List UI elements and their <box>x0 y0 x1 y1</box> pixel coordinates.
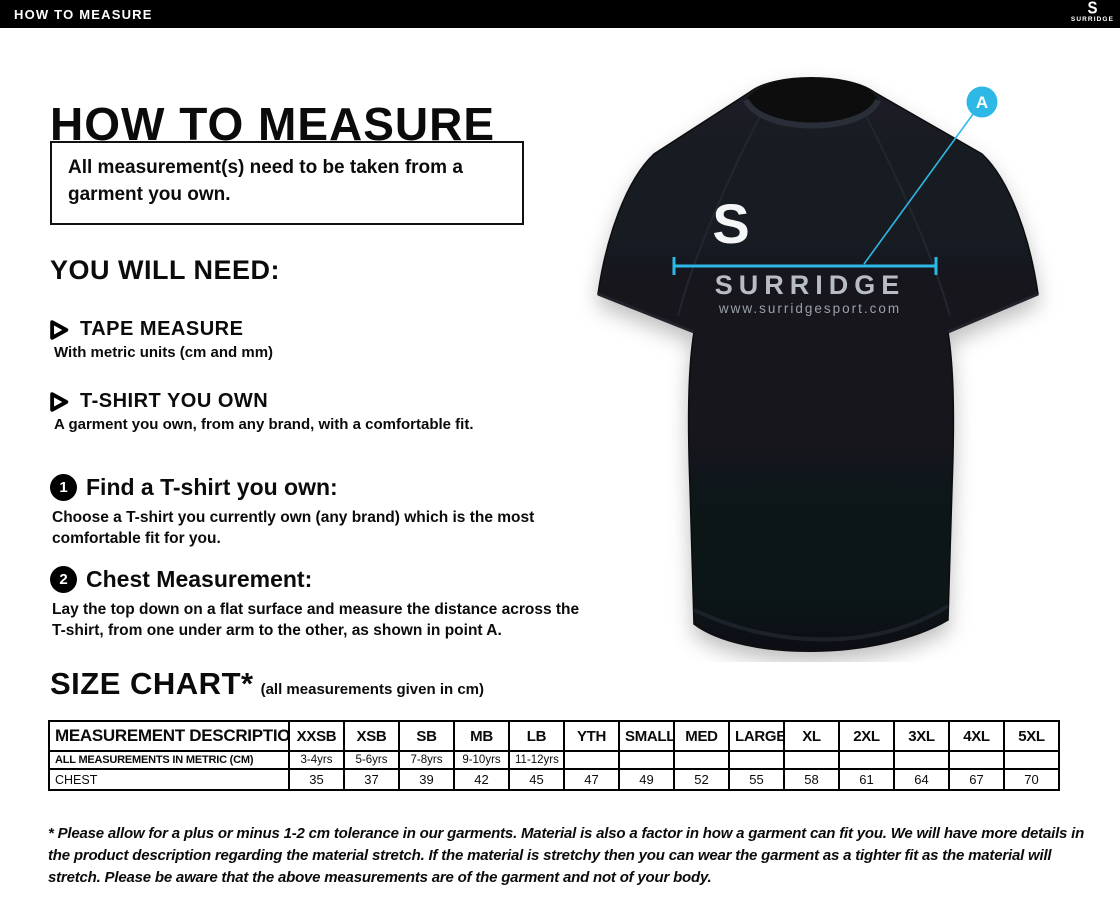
shirt-brand-text: SURRIDGE <box>715 270 906 300</box>
need-item-desc: With metric units (cm and mm) <box>54 344 274 361</box>
need-item-tshirt: T-SHIRT YOU OWN A garment you own, from … <box>48 390 588 433</box>
triangle-bullet-icon <box>50 391 69 412</box>
measurement-note-box: All measurement(s) need to be taken from… <box>50 141 524 225</box>
you-will-need-heading: YOU WILL NEED: <box>50 255 281 285</box>
row-label: CHEST <box>48 768 290 791</box>
need-item-desc: A garment you own, from any brand, with … <box>54 416 474 433</box>
size-value: 52 <box>673 768 730 791</box>
column-header-size: XSB <box>343 720 400 752</box>
column-header-size: SMALL <box>618 720 675 752</box>
column-header-size: SB <box>398 720 455 752</box>
step-desc: Choose a T-shirt you currently own (any … <box>52 509 535 547</box>
top-bar-title: HOW TO MEASURE <box>14 6 153 22</box>
table-row: CHEST 35 37 39 42 45 47 49 52 55 58 61 64 67 70 <box>48 768 1060 791</box>
column-header-size: XXSB <box>288 720 345 752</box>
size-value: 7-8yrs <box>398 750 455 770</box>
size-value <box>728 750 785 770</box>
svg-text:A: A <box>976 93 988 112</box>
size-value: 70 <box>1003 768 1060 791</box>
size-chart-heading: SIZE CHART* (all measurements given in c… <box>50 666 484 702</box>
size-value: 55 <box>728 768 785 791</box>
table-header-row: MEASUREMENT DESCRIPTION XXSB XSB SB MB LB YTH S… <box>48 720 1060 752</box>
size-value: 37 <box>343 768 400 791</box>
need-item-title: TAPE MEASURE <box>80 318 244 340</box>
size-value: 58 <box>783 768 840 791</box>
step-title: Find a T-shirt you own: <box>86 474 338 500</box>
size-value: 42 <box>453 768 510 791</box>
triangle-bullet-icon <box>50 319 69 340</box>
size-value: 35 <box>288 768 345 791</box>
size-value <box>838 750 895 770</box>
surridge-logo: S SURRIDGE <box>1070 0 1114 24</box>
column-header-size: MED <box>673 720 730 752</box>
step-number-badge: 1 <box>50 474 77 501</box>
size-value: 9-10yrs <box>453 750 510 770</box>
size-value: 67 <box>948 768 1005 791</box>
tshirt-illustration <box>597 77 1039 652</box>
size-value: 39 <box>398 768 455 791</box>
size-value: 47 <box>563 768 620 791</box>
shirt-chest-logo: S <box>712 192 749 255</box>
size-value <box>1003 750 1060 770</box>
size-value <box>563 750 620 770</box>
step-find-tshirt: 1 Find a T-shirt you own: Choose a T-shi… <box>50 474 580 550</box>
column-header-size: MB <box>453 720 510 752</box>
size-chart-title: SIZE CHART* <box>50 666 254 701</box>
top-bar: HOW TO MEASURE S SURRIDGE <box>0 0 1120 28</box>
need-item-tape-measure: TAPE MEASURE With metric units (cm and m… <box>48 318 588 361</box>
column-header-size: 4XL <box>948 720 1005 752</box>
column-header-size: XL <box>783 720 840 752</box>
point-a-badge: A <box>966 86 998 118</box>
size-value: 3-4yrs <box>288 750 345 770</box>
size-value: 5-6yrs <box>343 750 400 770</box>
size-chart-table: MEASUREMENT DESCRIPTION XXSB XSB SB MB LB YTH S… <box>48 720 1060 791</box>
surridge-brand-text: SURRIDGE <box>1070 16 1114 23</box>
size-value <box>893 750 950 770</box>
need-item-title: T-SHIRT YOU OWN <box>80 390 269 412</box>
size-value: 45 <box>508 768 565 791</box>
column-header-description: MEASUREMENT DESCRIPTION <box>48 720 290 752</box>
table-row: ALL MEASUREMENTS IN METRIC (CM) 3-4yrs 5-6… <box>48 750 1060 770</box>
size-value: 64 <box>893 768 950 791</box>
size-value <box>948 750 1005 770</box>
size-chart-subtitle: (all measurements given in cm) <box>260 681 484 698</box>
step-chest-measurement: 2 Chest Measurement: Lay the top down on… <box>50 566 580 642</box>
column-header-size: LARGE <box>728 720 785 752</box>
column-header-size: LB <box>508 720 565 752</box>
column-header-size: 5XL <box>1003 720 1060 752</box>
step-title: Chest Measurement: <box>86 566 313 592</box>
surridge-s-icon: S <box>1087 0 1098 19</box>
step-number-badge: 2 <box>50 566 77 593</box>
measurement-note-text: All measurement(s) need to be taken from… <box>68 157 463 205</box>
size-value <box>673 750 730 770</box>
size-value: 11-12yrs <box>508 750 565 770</box>
column-header-size: 3XL <box>893 720 950 752</box>
size-value: 49 <box>618 768 675 791</box>
chest-measurement-line <box>672 109 977 275</box>
size-value: 61 <box>838 768 895 791</box>
column-header-size: YTH <box>563 720 620 752</box>
tshirt-figure: S SURRIDGE www.surridgesport.com A <box>597 77 1039 652</box>
size-value <box>783 750 840 770</box>
column-header-size: 2XL <box>838 720 895 752</box>
size-value <box>618 750 675 770</box>
tolerance-footnote: * Please allow for a plus or minus 1-2 c… <box>48 825 1085 886</box>
step-desc: Lay the top down on a flat surface and m… <box>52 601 580 639</box>
shirt-website-text: www.surridgesport.com <box>718 301 901 316</box>
row-label: ALL MEASUREMENTS IN METRIC (CM) <box>48 750 290 770</box>
